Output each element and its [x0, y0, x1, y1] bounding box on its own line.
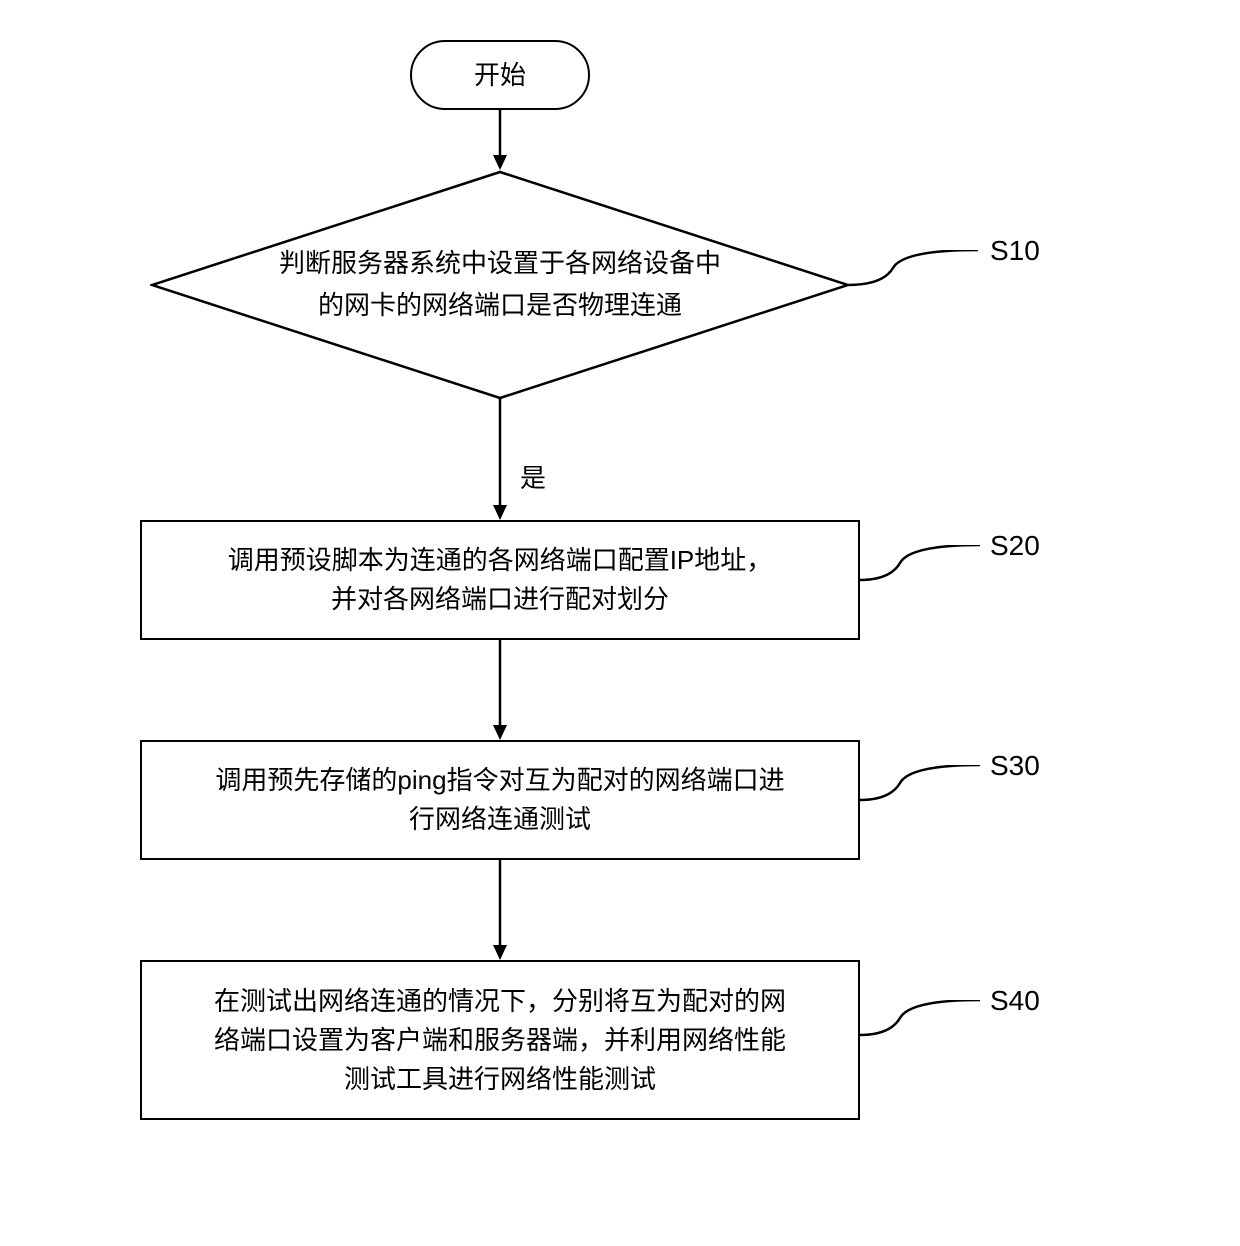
start-label: 开始: [474, 56, 526, 95]
step3-text: 调用预先存储的ping指令对互为配对的网络端口进 行网络连通测试: [215, 761, 784, 839]
decision-node: 判断服务器系统中设置于各网络设备中 的网卡的网络端口是否物理连通: [150, 170, 850, 400]
arrow-step3-to-step4: [490, 860, 510, 960]
step-connector-s40: [860, 1000, 980, 1065]
step-id-s10: S10: [990, 235, 1040, 267]
decision-text: 判断服务器系统中设置于各网络设备中 的网卡的网络端口是否物理连通: [150, 170, 850, 400]
step-id-s30: S30: [990, 750, 1040, 782]
arrow-decision-to-step2: [490, 398, 510, 520]
arrow-start-to-decision: [490, 110, 510, 170]
step-id-s40: S40: [990, 985, 1040, 1017]
step-connector-s10: [848, 250, 978, 315]
step2-text: 调用预设脚本为连通的各网络端口配置IP地址， 并对各网络端口进行配对划分: [228, 541, 773, 619]
step2-node: 调用预设脚本为连通的各网络端口配置IP地址， 并对各网络端口进行配对划分: [140, 520, 860, 640]
step-connector-s20: [860, 545, 980, 610]
step-id-s20: S20: [990, 530, 1040, 562]
arrow-step2-to-step3: [490, 640, 510, 740]
step4-node: 在测试出网络连通的情况下，分别将互为配对的网 络端口设置为客户端和服务器端，并利…: [140, 960, 860, 1120]
yes-branch-label: 是: [520, 458, 546, 495]
start-node: 开始: [410, 40, 590, 110]
flowchart-diagram: 开始 判断服务器系统中设置于各网络设备中 的网卡的网络端口是否物理连通 S10 …: [70, 40, 1170, 1200]
step3-node: 调用预先存储的ping指令对互为配对的网络端口进 行网络连通测试: [140, 740, 860, 860]
step-connector-s30: [860, 765, 980, 830]
step4-text: 在测试出网络连通的情况下，分别将互为配对的网 络端口设置为客户端和服务器端，并利…: [214, 982, 786, 1099]
